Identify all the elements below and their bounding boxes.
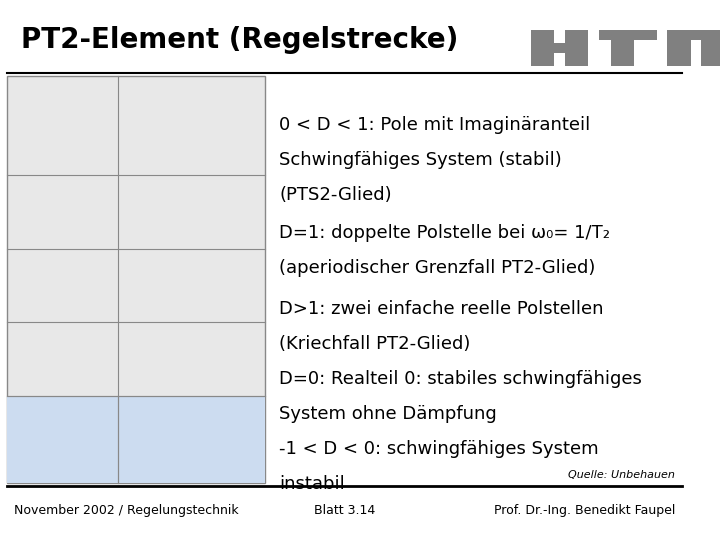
Text: System ohne Dämpfung: System ohne Dämpfung bbox=[279, 405, 497, 423]
Text: (Kriechfall PT2-Glied): (Kriechfall PT2-Glied) bbox=[279, 335, 470, 353]
Bar bbox=[667, 30, 720, 40]
Bar bbox=[564, 30, 588, 66]
Bar bbox=[599, 30, 657, 40]
Text: 0 < D < 1: Pole mit Imaginäranteil: 0 < D < 1: Pole mit Imaginäranteil bbox=[279, 116, 590, 134]
Bar bbox=[531, 43, 588, 53]
Text: Prof. Dr.-Ing. Benedikt Faupel: Prof. Dr.-Ing. Benedikt Faupel bbox=[494, 504, 675, 517]
Bar bbox=[611, 30, 634, 66]
Text: PT2-Element (Regelstrecke): PT2-Element (Regelstrecke) bbox=[21, 26, 458, 55]
Text: instabil: instabil bbox=[279, 475, 345, 493]
Text: Blatt 3.14: Blatt 3.14 bbox=[314, 504, 375, 517]
Text: (PTS2-Glied): (PTS2-Glied) bbox=[279, 186, 392, 204]
Bar bbox=[7, 76, 265, 483]
Text: November 2002 / Regelungstechnik: November 2002 / Regelungstechnik bbox=[14, 504, 238, 517]
Text: D>1: zwei einfache reelle Polstellen: D>1: zwei einfache reelle Polstellen bbox=[279, 300, 603, 318]
Text: Schwingfähiges System (stabil): Schwingfähiges System (stabil) bbox=[279, 151, 562, 169]
Text: D=0: Realteil 0: stabiles schwingfähiges: D=0: Realteil 0: stabiles schwingfähiges bbox=[279, 370, 642, 388]
Text: (aperiodischer Grenzfall PT2-Glied): (aperiodischer Grenzfall PT2-Glied) bbox=[279, 259, 595, 277]
Bar bbox=[701, 30, 720, 66]
Bar bbox=[7, 396, 265, 483]
Text: D=1: doppelte Polstelle bei ω₀= 1/T₂: D=1: doppelte Polstelle bei ω₀= 1/T₂ bbox=[279, 224, 610, 242]
Bar bbox=[667, 30, 690, 66]
Bar bbox=[531, 30, 554, 66]
Text: -1 < D < 0: schwingfähiges System: -1 < D < 0: schwingfähiges System bbox=[279, 440, 599, 458]
Text: Quelle: Unbehauen: Quelle: Unbehauen bbox=[569, 469, 675, 480]
